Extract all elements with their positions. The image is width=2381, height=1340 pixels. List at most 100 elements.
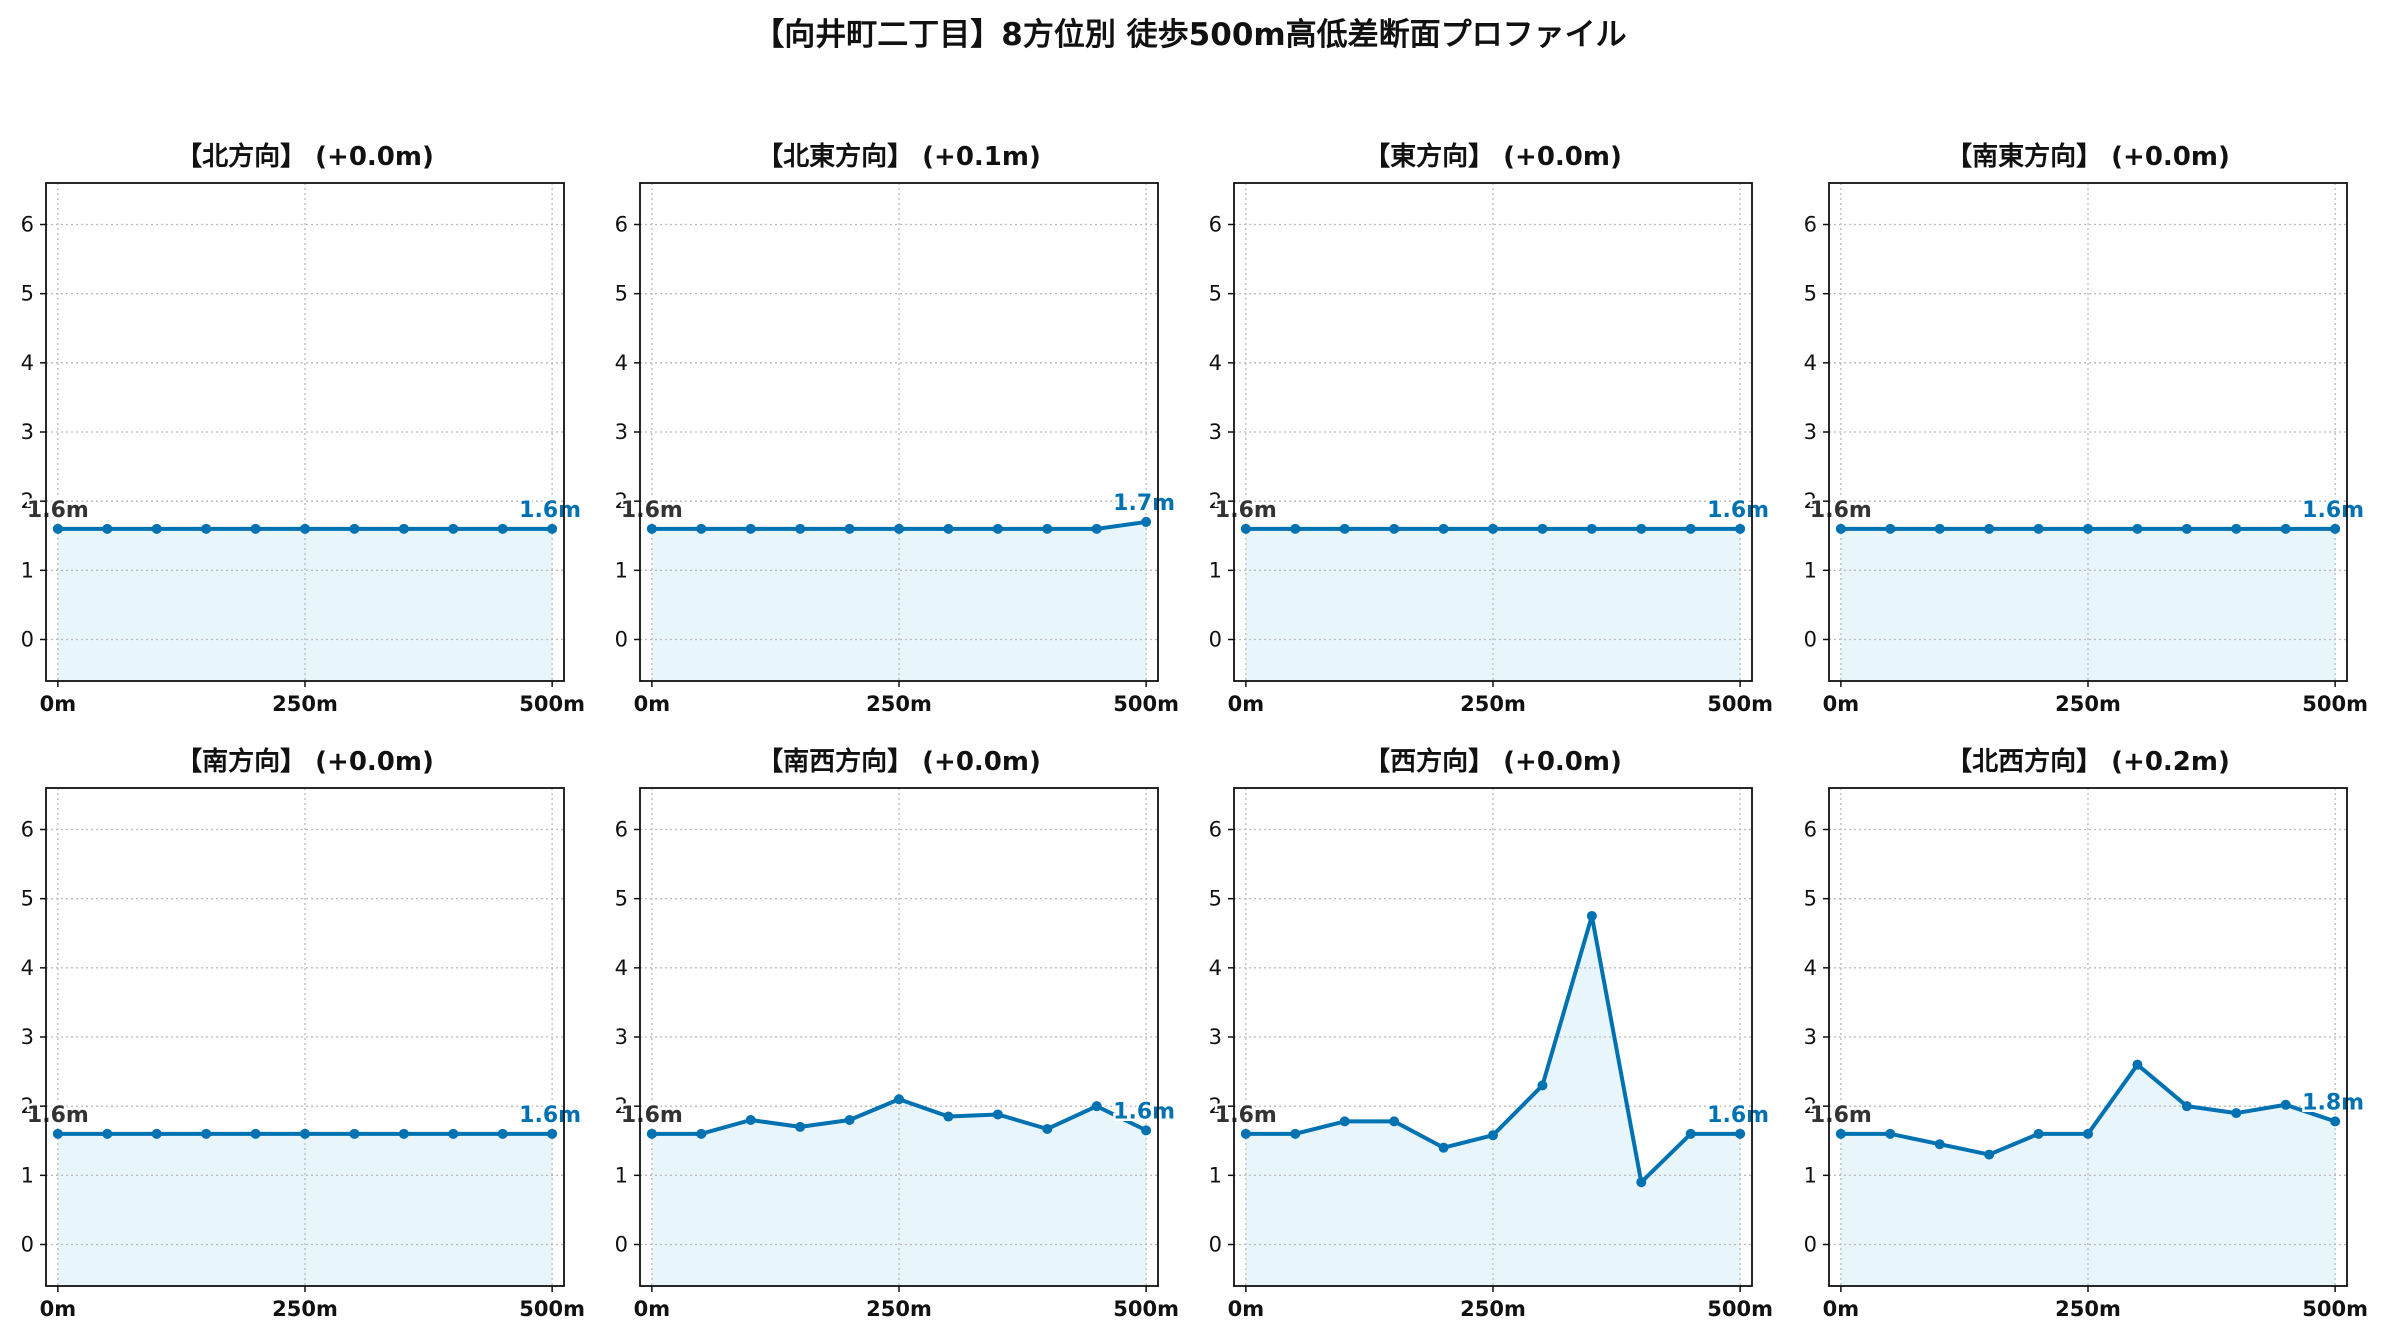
data-point <box>52 523 63 534</box>
panel-4: 【南方向】 (+0.0m) 0 1 2 3 4 5 6 0m 250m 500m 1.6m 1.6m <box>21 746 585 1321</box>
data-point <box>1240 523 1251 534</box>
start-value-label: 1.6m <box>1215 498 1277 523</box>
data-point <box>1636 523 1647 534</box>
data-point <box>151 523 162 534</box>
y-tick-label: 1 <box>1209 1163 1222 1187</box>
data-point <box>52 1128 63 1139</box>
x-tick-label: 500m <box>1113 1297 1179 1321</box>
y-tick-label: 0 <box>1804 1233 1817 1257</box>
data-point <box>844 1115 855 1125</box>
data-point <box>102 1128 113 1139</box>
data-point <box>250 1128 261 1139</box>
data-point <box>992 523 1003 534</box>
data-point <box>2132 1059 2143 1070</box>
y-tick-label: 5 <box>1804 282 1817 306</box>
data-point <box>497 523 508 534</box>
y-tick-label: 5 <box>21 282 34 306</box>
panel-7: 【北西方向】 (+0.2m) 0 1 2 3 4 5 6 0m 250m 500m 1.6m 1.8m <box>1804 746 2368 1321</box>
panel-5: 【南西方向】 (+0.0m) 0 1 2 3 4 5 6 0m 250m 500m 1.6m 1.6m <box>615 746 1179 1321</box>
panel-title: 【南東方向】 (+0.0m) <box>1946 141 2230 172</box>
y-tick-label: 1 <box>615 558 628 582</box>
y-tick-label: 3 <box>1209 1025 1222 1049</box>
y-tick-label: 6 <box>615 213 628 237</box>
data-point <box>1537 523 1548 534</box>
axes-frame <box>1233 787 1753 1287</box>
data-point <box>943 1111 954 1122</box>
data-point <box>1290 1128 1301 1139</box>
y-tick-label: 0 <box>1804 628 1817 652</box>
y-tick-label: 2 <box>1804 1094 1817 1118</box>
panel-title: 【西方向】 (+0.0m) <box>1364 746 1622 777</box>
data-point <box>943 523 954 534</box>
y-tick-label: 3 <box>1209 420 1222 444</box>
panel-title: 【北東方向】 (+0.1m) <box>757 141 1041 172</box>
data-point <box>1934 523 1945 534</box>
data-point <box>300 1128 310 1139</box>
data-point <box>2181 1101 2192 1112</box>
x-tick-label: 500m <box>2302 1297 2368 1321</box>
data-point <box>894 1094 904 1105</box>
y-tick-label: 3 <box>1804 420 1817 444</box>
data-point <box>151 1128 162 1139</box>
data-point <box>1685 1128 1696 1139</box>
y-tick-label: 2 <box>1209 1094 1222 1118</box>
x-tick-label: 0m <box>1823 692 1860 716</box>
data-point <box>497 1128 508 1139</box>
data-point <box>646 1128 657 1139</box>
data-point <box>646 523 657 534</box>
panel-title: 【北方向】 (+0.0m) <box>176 141 434 172</box>
data-point <box>1438 523 1449 534</box>
data-point <box>1934 1139 1945 1150</box>
end-value-label: 1.8m <box>2302 1090 2364 1115</box>
y-tick-label: 3 <box>21 1025 34 1049</box>
y-tick-label: 1 <box>615 1163 628 1187</box>
end-value-label: 1.6m <box>519 498 581 523</box>
data-point <box>696 523 707 534</box>
data-point <box>795 523 806 534</box>
data-point <box>1091 523 1102 534</box>
panel-6: 【西方向】 (+0.0m) 0 1 2 3 4 5 6 0m 250m 500m 1.6m 1.6m <box>1209 746 1773 1321</box>
x-tick-label: 500m <box>2302 692 2368 716</box>
data-point <box>349 523 360 534</box>
data-point <box>448 523 459 534</box>
data-point <box>1389 1116 1400 1127</box>
data-point <box>2231 523 2242 534</box>
start-value-label: 1.6m <box>1810 498 1872 523</box>
data-point <box>102 523 113 534</box>
x-tick-label: 250m <box>1460 692 1526 716</box>
data-point <box>547 523 558 534</box>
y-tick-label: 5 <box>1804 887 1817 911</box>
axes-frame <box>639 182 1159 682</box>
y-tick-label: 4 <box>1209 956 1222 980</box>
start-value-label: 1.6m <box>1215 1103 1277 1128</box>
data-point <box>1885 1128 1896 1139</box>
profile-area <box>1840 1064 2336 1286</box>
y-tick-label: 5 <box>615 887 628 911</box>
data-point <box>1091 1101 1102 1112</box>
y-tick-label: 4 <box>21 956 34 980</box>
y-tick-label: 2 <box>615 489 628 513</box>
end-value-label: 1.7m <box>1113 491 1175 516</box>
data-point <box>992 1109 1003 1120</box>
data-point <box>201 523 212 534</box>
data-point <box>1586 523 1597 534</box>
data-point <box>1141 1125 1152 1136</box>
y-tick-label: 3 <box>21 420 34 444</box>
y-tick-label: 4 <box>21 351 34 375</box>
y-tick-label: 1 <box>1804 1163 1817 1187</box>
data-point <box>1042 523 1053 534</box>
start-value-label: 1.6m <box>621 1103 683 1128</box>
data-point <box>1735 1128 1746 1139</box>
y-tick-label: 3 <box>1804 1025 1817 1049</box>
x-tick-label: 250m <box>272 692 338 716</box>
y-tick-label: 4 <box>1804 351 1817 375</box>
x-tick-label: 0m <box>1228 1297 1265 1321</box>
data-point <box>2280 523 2291 534</box>
profile-area <box>651 521 1147 681</box>
x-tick-label: 250m <box>2055 692 2121 716</box>
start-value-label: 1.6m <box>1810 1103 1872 1128</box>
data-point <box>1685 523 1696 534</box>
data-point <box>201 1128 212 1139</box>
data-point <box>894 523 904 534</box>
